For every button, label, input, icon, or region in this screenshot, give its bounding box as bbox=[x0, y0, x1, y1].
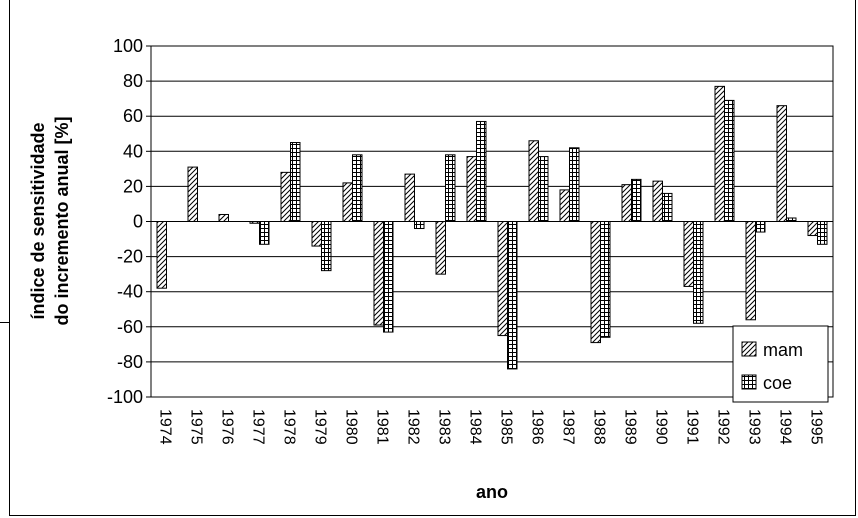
y-tick-label: -100 bbox=[107, 387, 143, 407]
x-tick-labels: 1974 1975 1976 1977 1978 1979 1980 1981 1982 1983… bbox=[157, 409, 825, 445]
x-tick-label: 1995 bbox=[808, 409, 825, 445]
bar-mam-1987 bbox=[559, 189, 570, 223]
x-tick-label: 1992 bbox=[715, 409, 732, 445]
bar-coe-1995 bbox=[817, 221, 828, 245]
bar-coe-1994 bbox=[786, 217, 797, 223]
bar-mam-1995 bbox=[807, 221, 818, 237]
bar-mam-1982 bbox=[404, 173, 415, 223]
bar-coe-1978 bbox=[290, 142, 301, 222]
bar-mam-1978 bbox=[280, 171, 291, 222]
x-tick-label: 1979 bbox=[312, 409, 329, 445]
x-tick-label: 1983 bbox=[436, 409, 453, 445]
y-tick-label: -40 bbox=[117, 282, 143, 302]
bar-coe-1981 bbox=[383, 221, 394, 333]
bar-coe-1987 bbox=[569, 147, 580, 222]
x-tick-label: 1985 bbox=[498, 409, 515, 445]
x-tick-label: 1986 bbox=[529, 409, 546, 445]
bar-coe-1992 bbox=[724, 99, 735, 222]
bar-mam-1981 bbox=[373, 221, 384, 326]
x-tick-label: 1994 bbox=[777, 409, 794, 445]
bar-coe-1990 bbox=[662, 192, 673, 222]
bar-mam-1980 bbox=[342, 182, 353, 222]
x-tick-label: 1993 bbox=[746, 409, 763, 445]
x-tick-label: 1977 bbox=[250, 409, 267, 445]
bar-coe-1983 bbox=[445, 154, 456, 222]
bar-coe-1991 bbox=[693, 221, 704, 324]
bar-mam-1991 bbox=[683, 221, 694, 287]
bar-mam-1993 bbox=[745, 221, 756, 321]
axes bbox=[150, 45, 834, 398]
bar-coe-1980 bbox=[352, 154, 363, 222]
legend-label-coe: coe bbox=[763, 373, 792, 393]
y-tick-label: -20 bbox=[117, 247, 143, 267]
x-tick-label: 1976 bbox=[219, 409, 236, 445]
x-tick-label: 1987 bbox=[560, 409, 577, 445]
bar-mam-1988 bbox=[590, 221, 601, 344]
bar-coe-1979 bbox=[321, 221, 332, 272]
x-tick-label: 1981 bbox=[374, 409, 391, 445]
x-tick-label: 1991 bbox=[684, 409, 701, 445]
legend: mam coe bbox=[732, 325, 829, 403]
bar-coe-1988 bbox=[600, 221, 611, 338]
y-tick-label: 60 bbox=[123, 106, 143, 126]
bar-coe-1993 bbox=[755, 221, 766, 233]
legend-swatch-coe bbox=[741, 374, 757, 390]
x-axis-title: ano bbox=[476, 482, 508, 502]
bar-mam-1992 bbox=[714, 85, 725, 222]
bar-mam-1994 bbox=[776, 105, 787, 222]
x-tick-label: 1975 bbox=[188, 409, 205, 445]
y-tick-label: 100 bbox=[113, 36, 143, 56]
bar-mam-1989 bbox=[621, 184, 632, 223]
x-tick-label: 1978 bbox=[281, 409, 298, 445]
x-tick-label: 1980 bbox=[343, 409, 360, 445]
legend-label-mam: mam bbox=[763, 340, 803, 360]
bar-mam-1983 bbox=[435, 221, 446, 275]
x-tick-label: 1982 bbox=[405, 409, 422, 445]
bar-mam-1975 bbox=[187, 166, 198, 222]
bar-coe-1985 bbox=[507, 221, 518, 370]
bar-mam-1976 bbox=[218, 213, 229, 222]
y-tick-labels: 100 80 60 40 20 0 -20 -40 -60 -80 -100 bbox=[107, 36, 143, 407]
y-tick-label: -60 bbox=[117, 317, 143, 337]
bar-mam-1990 bbox=[652, 180, 663, 222]
bar-mam-1974 bbox=[156, 221, 167, 289]
bar-coe-1989 bbox=[631, 178, 642, 223]
x-tick-label: 1988 bbox=[591, 409, 608, 445]
bar-coe-1977 bbox=[259, 221, 270, 245]
y-tick-label: 40 bbox=[123, 141, 143, 161]
bar-coe-1984 bbox=[476, 120, 487, 222]
plot-area-border bbox=[150, 45, 834, 398]
frame-edge-mark bbox=[0, 322, 9, 323]
y-tick-label: 80 bbox=[123, 71, 143, 91]
y-tick-label: -80 bbox=[117, 352, 143, 372]
x-tick-label: 1974 bbox=[157, 409, 174, 445]
bar-mam-1979 bbox=[311, 221, 322, 247]
bar-mam-1984 bbox=[466, 156, 477, 222]
y-tick-label: 20 bbox=[123, 176, 143, 196]
bar-coe-1986 bbox=[538, 156, 549, 222]
legend-swatch-mam bbox=[741, 341, 757, 357]
x-tick-label: 1989 bbox=[622, 409, 639, 445]
y-axis-title-line2: do incremento anual [%] bbox=[52, 116, 72, 325]
bar-coe-1982 bbox=[414, 221, 425, 230]
x-tick-label: 1984 bbox=[467, 409, 484, 445]
x-tick-label: 1990 bbox=[653, 409, 670, 445]
y-tick-label: 0 bbox=[133, 212, 143, 232]
y-axis-title-line1: índice de sensitividade bbox=[28, 122, 48, 319]
bar-mam-1986 bbox=[528, 140, 539, 223]
bar-mam-1985 bbox=[497, 221, 508, 337]
